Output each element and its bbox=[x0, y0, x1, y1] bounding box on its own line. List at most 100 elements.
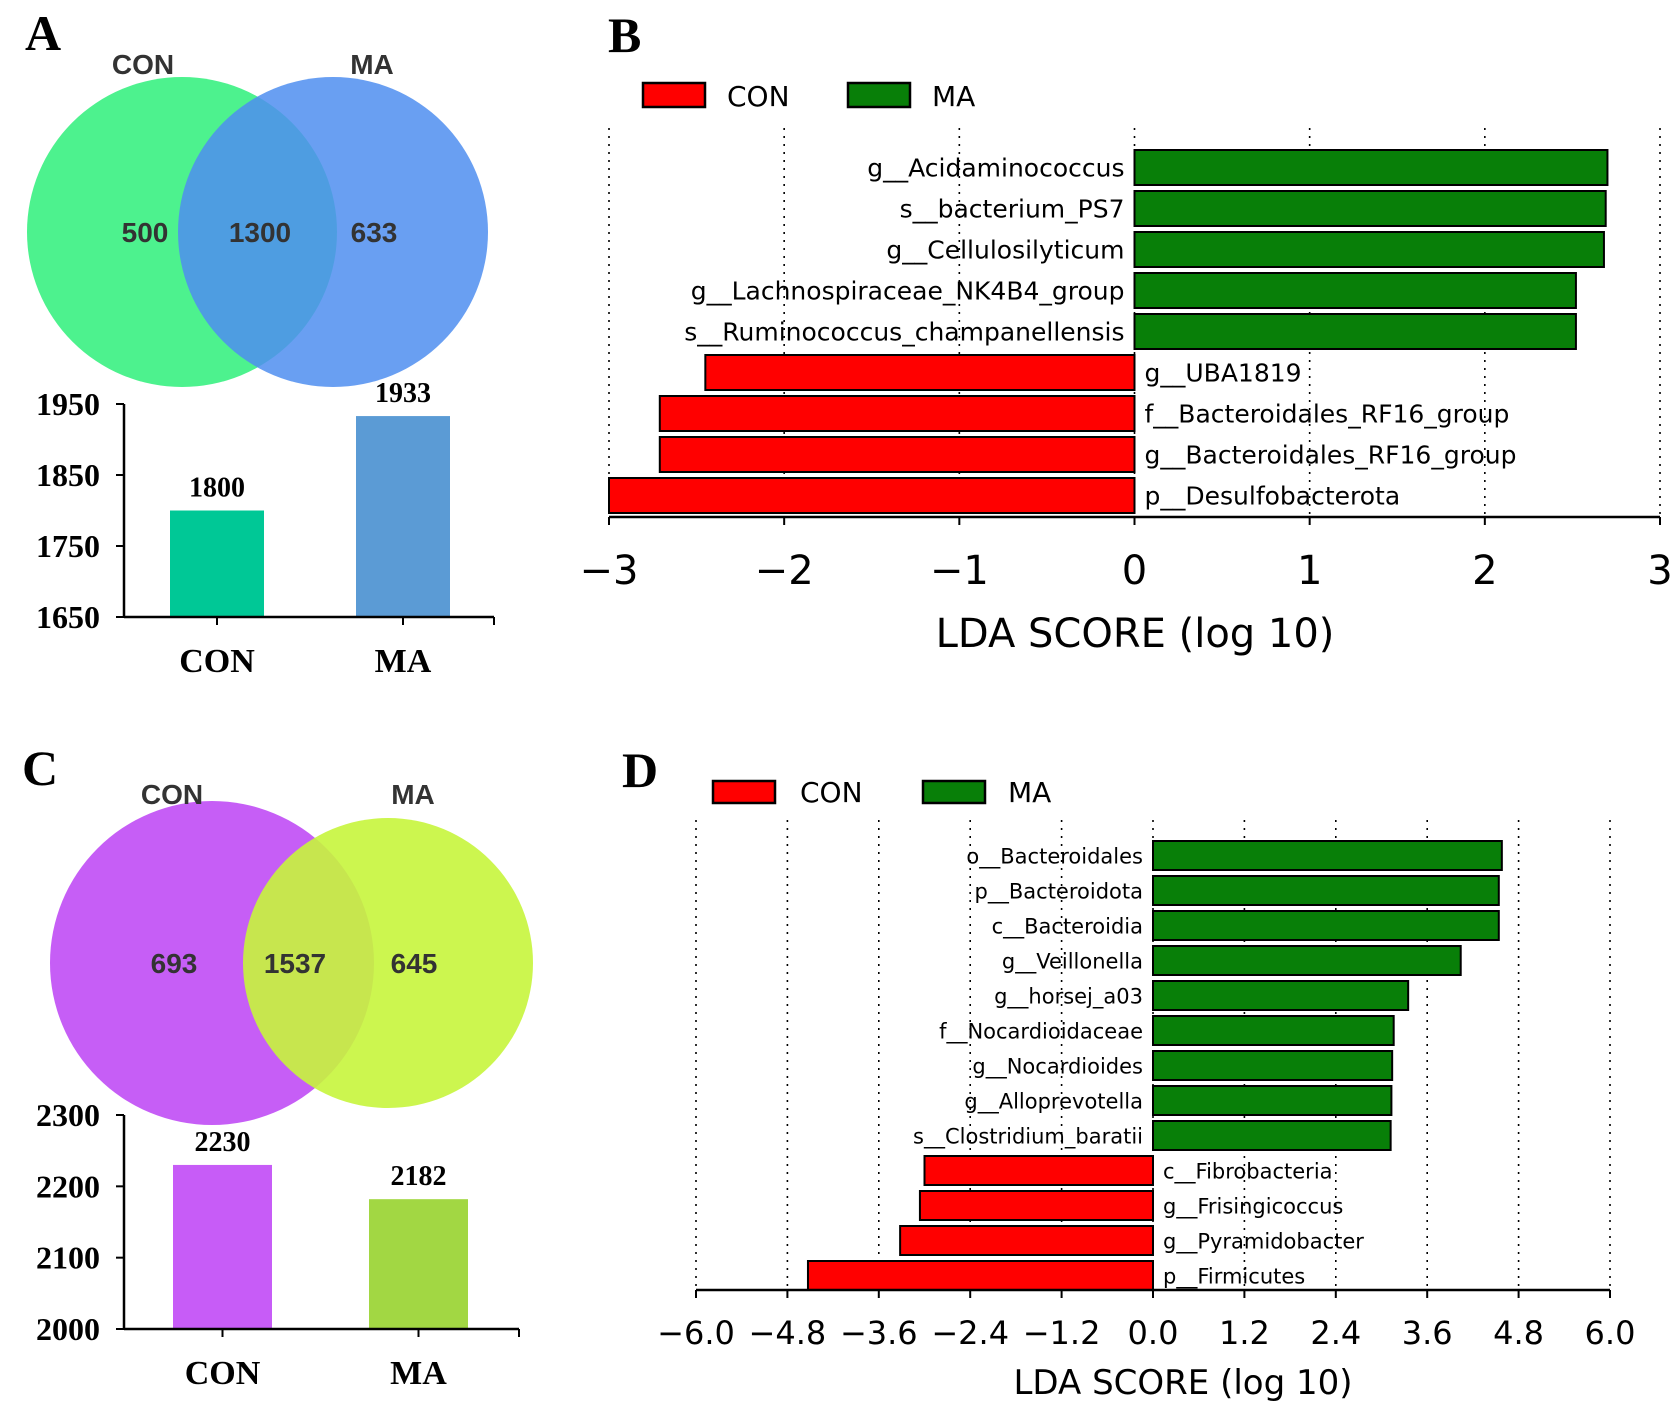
feature-label: p__Desulfobacterota bbox=[1145, 482, 1401, 511]
lda-bar bbox=[1152, 945, 1462, 976]
y-tick-label: 1950 bbox=[36, 386, 100, 422]
y-tick-label: 2300 bbox=[36, 1097, 100, 1133]
x-tick-label: 4.8 bbox=[1493, 1314, 1544, 1352]
feature-label: o__Bacteroidales bbox=[966, 845, 1143, 870]
venn-count-shared: 1300 bbox=[229, 217, 291, 248]
lda-bar bbox=[1152, 1015, 1395, 1046]
bar-value-label: 2230 bbox=[195, 1127, 251, 1158]
bar-chart-a: 1800 CON 1933 MA 1650 1750 1850 1950 bbox=[36, 378, 495, 680]
venn-title-con: CON bbox=[112, 49, 174, 80]
legend-label-con: CON bbox=[727, 80, 790, 113]
feature-label: s__bacterium_PS7 bbox=[900, 195, 1125, 224]
venn-title-ma: MA bbox=[350, 49, 394, 80]
y-tick-label: 1650 bbox=[36, 599, 100, 635]
x-tick-label: −1 bbox=[930, 548, 989, 594]
lda-bar bbox=[1133, 313, 1577, 350]
x-tick-label: 0 bbox=[1122, 548, 1147, 594]
lda-chart-b: CON MA g__Acidaminococcus s__bacterium_PS7g… bbox=[580, 80, 1673, 657]
bar-value-label: 1800 bbox=[189, 473, 245, 504]
lda-bar bbox=[1152, 840, 1503, 871]
x-tick-label: 2 bbox=[1472, 548, 1497, 594]
x-tick-label: MA bbox=[390, 1355, 447, 1392]
feature-label: c__Fibrobacteria bbox=[1163, 1160, 1333, 1185]
feature-label: g__Veillonella bbox=[1002, 950, 1143, 975]
x-tick-label: −6.0 bbox=[657, 1314, 735, 1352]
y-tick-label: 2100 bbox=[36, 1240, 100, 1276]
lda-bar bbox=[899, 1225, 1154, 1256]
feature-label: f__Nocardioidaceae bbox=[939, 1020, 1143, 1045]
legend-swatch-ma bbox=[846, 81, 912, 109]
lda-bar bbox=[1152, 1050, 1394, 1081]
bar-con bbox=[173, 1164, 272, 1329]
lda-bar bbox=[1152, 1085, 1393, 1116]
bar-ma bbox=[369, 1199, 468, 1329]
lda-bar bbox=[1133, 231, 1605, 268]
feature-label: g__Cellulosilyticum bbox=[886, 236, 1124, 265]
feature-label: g__Lachnospiraceae_NK4B4_group bbox=[691, 277, 1125, 306]
x-tick-label: CON bbox=[179, 643, 255, 680]
feature-label: f__Bacteroidales_RF16_group bbox=[1145, 400, 1510, 429]
venn-count-con-only: 500 bbox=[122, 217, 169, 248]
lda-chart-d: CON MA o__Bacteroidales p__Bacteroidota c__B… bbox=[657, 776, 1635, 1403]
legend-swatch-ma bbox=[921, 779, 987, 805]
feature-label: g__Pyramidobacter bbox=[1163, 1230, 1364, 1255]
lda-bar bbox=[918, 1190, 1154, 1221]
feature-label: g__Acidaminococcus bbox=[867, 154, 1124, 183]
legend-swatch-con bbox=[711, 779, 777, 805]
x-tick-label: 6.0 bbox=[1585, 1314, 1636, 1352]
bar-value-label: 1933 bbox=[375, 378, 431, 409]
feature-label: g__Nocardioides bbox=[972, 1055, 1143, 1080]
venn-diagram-a: CON MA 500 1300 633 bbox=[27, 49, 488, 387]
panel-label-b: B bbox=[608, 7, 641, 63]
lda-bar bbox=[806, 1260, 1155, 1291]
lda-bar bbox=[658, 395, 1136, 432]
venn-count-ma-only: 645 bbox=[391, 948, 438, 979]
venn-circle-ma bbox=[243, 818, 533, 1108]
y-tick-label: 2200 bbox=[36, 1168, 100, 1204]
lda-bar bbox=[1152, 875, 1500, 906]
panel-label-c: C bbox=[22, 740, 58, 796]
bar-value-label: 2182 bbox=[391, 1161, 447, 1192]
feature-label: g__horsej_a03 bbox=[994, 985, 1143, 1010]
x-tick-label: −3.6 bbox=[840, 1314, 918, 1352]
panel-label-a: A bbox=[25, 5, 61, 61]
lda-bar bbox=[923, 1155, 1154, 1186]
x-tick-label: MA bbox=[375, 643, 432, 680]
feature-label: g__UBA1819 bbox=[1145, 359, 1302, 388]
venn-title-ma: MA bbox=[391, 779, 435, 810]
legend-label-ma: MA bbox=[932, 80, 975, 113]
x-tick-label: 3 bbox=[1647, 548, 1672, 594]
x-tick-label: 1.2 bbox=[1219, 1314, 1270, 1352]
panel-label-d: D bbox=[622, 742, 658, 798]
legend-label-ma: MA bbox=[1008, 776, 1051, 809]
venn-count-ma-only: 633 bbox=[351, 217, 398, 248]
feature-label: p__Firmicutes bbox=[1163, 1265, 1305, 1290]
feature-label: g__Bacteroidales_RF16_group bbox=[1145, 441, 1517, 470]
lda-bar bbox=[704, 354, 1136, 391]
venn-count-con-only: 693 bbox=[151, 948, 198, 979]
lda-bar bbox=[1152, 1120, 1392, 1151]
legend-swatch-con bbox=[641, 81, 707, 109]
lda-bar bbox=[1133, 272, 1577, 309]
x-tick-label: 1 bbox=[1297, 548, 1322, 594]
venn-circle-ma bbox=[178, 77, 488, 387]
x-tick-label: 0.0 bbox=[1128, 1314, 1179, 1352]
venn-diagram-c: CON MA 693 1537 645 bbox=[50, 779, 533, 1125]
venn-count-shared: 1537 bbox=[264, 948, 326, 979]
lda-bar bbox=[658, 436, 1136, 473]
x-tick-label: −1.2 bbox=[1023, 1314, 1101, 1352]
feature-label: g__Frisingicoccus bbox=[1163, 1195, 1343, 1220]
y-tick-label: 2000 bbox=[36, 1311, 100, 1347]
x-tick-label: −4.8 bbox=[749, 1314, 827, 1352]
feature-label: s__Ruminococcus_champanellensis bbox=[684, 318, 1124, 347]
y-tick-label: 1750 bbox=[36, 528, 100, 564]
bar-chart-c: 2230 CON 2182 MA 2000 2100 2200 2300 bbox=[36, 1097, 520, 1392]
bar-ma bbox=[356, 416, 450, 617]
x-axis-label: LDA SCORE (log 10) bbox=[1013, 1363, 1352, 1403]
lda-bar bbox=[1133, 149, 1609, 186]
y-tick-label: 1850 bbox=[36, 457, 100, 493]
feature-label: g__Alloprevotella bbox=[964, 1090, 1143, 1115]
x-tick-label: −3 bbox=[580, 548, 639, 594]
feature-label: c__Bacteroidia bbox=[992, 915, 1143, 940]
